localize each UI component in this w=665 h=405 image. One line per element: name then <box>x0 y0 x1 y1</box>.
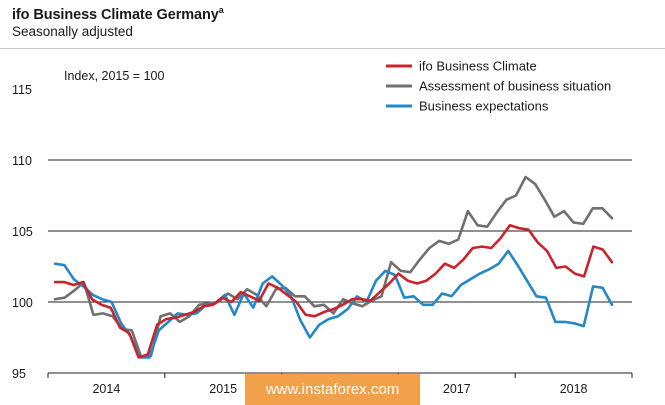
y-tick-label: 100 <box>12 296 33 310</box>
y-axis-tick-labels: 95 100 105 110 115 <box>12 83 33 381</box>
legend-label: ifo Business Climate <box>419 59 537 74</box>
y-tick-label: 95 <box>12 367 26 381</box>
series-lines <box>53 175 614 359</box>
chart-subtitle: Seasonally adjusted <box>12 24 133 39</box>
legend-label: Business expectations <box>419 99 549 114</box>
y-tick-label: 110 <box>12 154 32 168</box>
x-tick-label: 2017 <box>443 382 471 396</box>
x-tick-label: 2015 <box>209 382 237 396</box>
legend-label: Assessment of business situation <box>419 79 611 94</box>
header-divider <box>0 48 665 49</box>
y-tick-label: 105 <box>12 225 33 239</box>
x-tick-label: 2014 <box>92 382 120 396</box>
y-tick-label: 115 <box>12 83 32 97</box>
chart-title: ifo Business Climate Germanya <box>12 5 224 23</box>
series-line-1 <box>53 175 614 359</box>
series-line-2 <box>53 249 614 359</box>
index-note: Index, 2015 = 100 <box>64 69 164 83</box>
watermark-banner: www.instaforex.com <box>245 374 420 405</box>
title-footnote-marker: a <box>218 5 224 15</box>
legend: ifo Business Climate Assessment of busine… <box>386 59 611 114</box>
gridlines <box>48 159 632 303</box>
x-tick-label: 2018 <box>560 382 588 396</box>
series-line-0 <box>53 224 614 359</box>
